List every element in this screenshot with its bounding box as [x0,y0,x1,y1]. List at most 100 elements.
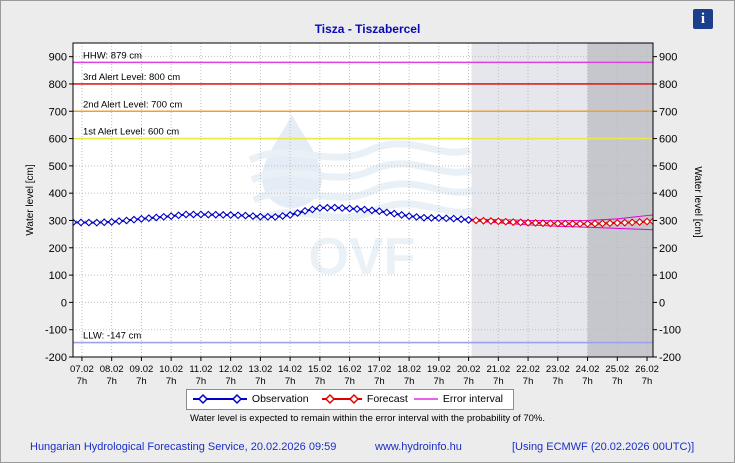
y-tick-label-left: 600 [49,134,67,146]
forecast-point [598,219,607,228]
observation-point [397,210,406,219]
x-tick-time: 7h [582,376,593,387]
observation-point [234,211,243,220]
x-tick-time: 7h [553,376,564,387]
observation-point [226,211,235,219]
observation-point [338,204,347,213]
info-icon[interactable]: i [693,9,713,29]
observation-point [144,214,153,223]
x-tick-time: 7h [136,376,147,387]
observation-point [256,212,265,221]
observation-point [330,203,339,212]
forecast-point [591,219,599,228]
y-tick-label-right: 200 [659,243,677,255]
forecast-point [538,219,547,228]
observation-point [308,205,317,214]
x-tick-date: 11.02 [189,364,212,375]
observation-point [315,203,324,212]
probability-note: Water level is expected to remain within… [189,413,545,424]
y-tick-label-left: 500 [49,161,67,173]
observation-point [427,213,436,222]
observation-point [189,210,198,219]
forecast-point [531,218,540,227]
observation-point [211,210,220,219]
legend-observation-label: Observation [251,393,309,405]
forecast-point [546,219,555,228]
forecast-point [605,219,614,228]
legend-error-interval-label: Error interval [442,393,504,405]
observation-point [419,213,428,222]
observation-point [293,208,302,217]
observation-point [92,218,101,227]
y-axis-label-left: Water level [cm] [25,164,36,236]
svg-text:OVF: OVF [309,228,416,286]
y-tick-label-right: 0 [659,297,665,309]
forecast-point [649,217,653,226]
footer-website-link[interactable]: www.hydroinfo.hu [375,441,462,453]
x-tick-time: 7h [374,376,385,387]
y-tick-label-right: 600 [659,134,677,146]
y-tick-label-left: 0 [61,297,67,309]
legend-forecast-label: Forecast [366,393,408,405]
forecast-point [509,218,518,227]
observation-point [367,206,376,215]
y-tick-label-right: -100 [659,325,681,337]
observation-point [248,212,257,221]
x-tick-time: 7h [404,376,415,387]
x-tick-date: 18.02 [397,364,421,375]
x-tick-date: 12.02 [219,364,243,375]
alert-level-2-label: 2nd Alert Level: 700 cm [83,99,182,110]
observation-point [137,214,146,223]
x-tick-time: 7h [642,376,653,387]
legend-observation: Observation [191,393,309,405]
y-tick-label-left: 800 [49,79,67,91]
forecast-point [524,218,533,227]
forecast-point [486,217,495,226]
observation-point [345,204,354,213]
y-tick-label-right: 900 [659,52,677,64]
observation-point [182,210,191,219]
y-tick-label-right: 700 [659,106,677,118]
x-tick-date: 10.02 [159,364,183,375]
y-tick-label-left: 100 [49,270,67,282]
observation-point [449,214,458,223]
y-tick-label-right: 300 [659,215,677,227]
forecast-point [583,219,592,228]
footer-model-info: [Using ECMWF (20.02.2026 00UTC)] [512,441,695,453]
observation-point [122,216,131,225]
x-tick-date: 23.02 [546,364,570,375]
x-tick-date: 09.02 [130,364,154,375]
observation-point [442,214,451,223]
observation-point [73,218,77,227]
y-tick-label-right: 100 [659,270,677,282]
forecast-point [494,217,503,226]
y-tick-label-left: 300 [49,215,67,227]
forecast-point [635,218,644,226]
forecast-point [628,218,637,227]
forecast-shade [471,43,588,357]
x-tick-time: 7h [77,376,88,387]
x-tick-time: 7h [196,376,207,387]
x-tick-time: 7h [225,376,236,387]
forecast-point [568,219,577,228]
observation-point [167,212,176,221]
observation-point [219,210,228,219]
observation-point [107,217,116,226]
forecast-point [516,218,525,227]
x-tick-time: 7h [612,376,623,387]
observation-point [412,212,421,221]
observation-point [434,214,443,222]
x-tick-date: 13.02 [248,364,272,375]
x-tick-time: 7h [285,376,296,387]
x-tick-date: 17.02 [367,364,391,375]
forecast-point [613,218,622,227]
x-tick-time: 7h [106,376,117,387]
footer-organization: Hungarian Hydrological Forecasting Servi… [30,441,337,453]
observation-point [301,206,309,215]
observation-point [84,218,93,227]
observation-point [375,207,384,216]
x-tick-time: 7h [434,376,445,387]
observation-point [159,212,168,221]
x-tick-time: 7h [166,376,177,387]
